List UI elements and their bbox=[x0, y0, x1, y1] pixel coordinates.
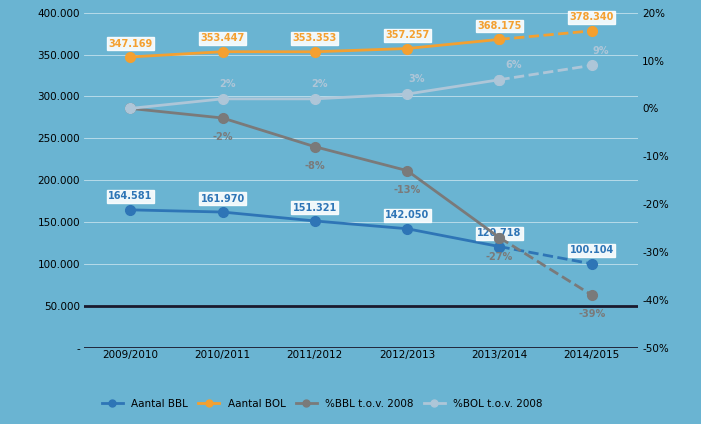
Text: 2%: 2% bbox=[219, 79, 236, 89]
Text: 6%: 6% bbox=[505, 60, 522, 70]
Text: -27%: -27% bbox=[486, 252, 513, 262]
Text: 347.169: 347.169 bbox=[108, 39, 152, 49]
Text: 357.257: 357.257 bbox=[385, 30, 429, 40]
Text: 368.175: 368.175 bbox=[477, 21, 522, 31]
Text: 9%: 9% bbox=[593, 46, 609, 56]
Text: 3%: 3% bbox=[408, 75, 425, 84]
Text: 353.353: 353.353 bbox=[293, 33, 337, 43]
Text: 100.104: 100.104 bbox=[570, 245, 614, 256]
Legend: Aantal BBL, Aantal BOL, %BBL t.o.v. 2008, %BOL t.o.v. 2008: Aantal BBL, Aantal BOL, %BBL t.o.v. 2008… bbox=[97, 394, 547, 413]
Text: 164.581: 164.581 bbox=[108, 192, 152, 201]
Text: -13%: -13% bbox=[393, 185, 421, 195]
Text: 2%: 2% bbox=[311, 79, 328, 89]
Text: 120.718: 120.718 bbox=[477, 228, 522, 238]
Text: 151.321: 151.321 bbox=[293, 203, 337, 212]
Text: -8%: -8% bbox=[304, 161, 325, 171]
Text: -2%: -2% bbox=[212, 132, 233, 142]
Text: 142.050: 142.050 bbox=[385, 210, 429, 220]
Text: 353.447: 353.447 bbox=[200, 33, 245, 43]
Text: 378.340: 378.340 bbox=[570, 12, 614, 22]
Text: 161.970: 161.970 bbox=[200, 194, 245, 204]
Text: -39%: -39% bbox=[578, 310, 606, 319]
